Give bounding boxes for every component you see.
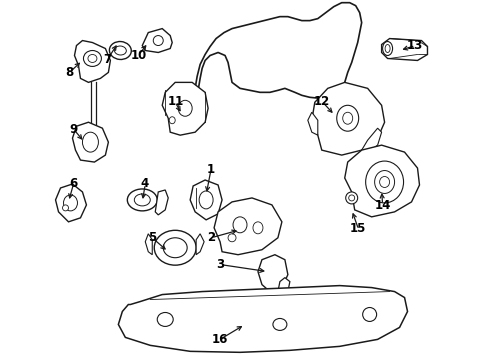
Text: 5: 5 xyxy=(148,231,156,244)
Text: 7: 7 xyxy=(103,53,111,66)
Ellipse shape xyxy=(154,230,196,265)
Ellipse shape xyxy=(109,41,131,59)
Polygon shape xyxy=(382,39,427,60)
Polygon shape xyxy=(278,278,290,294)
Text: 12: 12 xyxy=(314,95,330,108)
Ellipse shape xyxy=(253,222,263,234)
Text: 11: 11 xyxy=(168,95,184,108)
Polygon shape xyxy=(214,198,282,255)
Ellipse shape xyxy=(337,105,359,131)
Polygon shape xyxy=(142,28,172,53)
Polygon shape xyxy=(119,285,408,352)
Polygon shape xyxy=(145,234,152,255)
Ellipse shape xyxy=(83,50,101,67)
Ellipse shape xyxy=(199,191,213,209)
Text: 9: 9 xyxy=(70,123,78,136)
Text: 8: 8 xyxy=(65,66,73,79)
Ellipse shape xyxy=(153,36,163,45)
Ellipse shape xyxy=(163,238,187,258)
Ellipse shape xyxy=(383,41,392,55)
Ellipse shape xyxy=(88,54,97,62)
Text: 6: 6 xyxy=(69,177,77,190)
Text: 16: 16 xyxy=(211,333,228,346)
Polygon shape xyxy=(308,112,318,135)
Polygon shape xyxy=(190,180,222,220)
Polygon shape xyxy=(162,82,208,135)
Ellipse shape xyxy=(363,307,377,321)
Ellipse shape xyxy=(114,46,126,55)
Ellipse shape xyxy=(375,171,394,193)
Text: 15: 15 xyxy=(350,222,367,235)
Ellipse shape xyxy=(63,205,69,211)
Ellipse shape xyxy=(346,192,358,204)
Polygon shape xyxy=(312,82,385,155)
Text: 4: 4 xyxy=(141,177,149,190)
Text: 10: 10 xyxy=(130,49,147,62)
Ellipse shape xyxy=(380,176,390,188)
Ellipse shape xyxy=(343,112,353,124)
Text: 3: 3 xyxy=(217,258,224,271)
Ellipse shape xyxy=(127,189,157,211)
Ellipse shape xyxy=(385,45,390,53)
Polygon shape xyxy=(155,190,168,215)
Polygon shape xyxy=(74,41,110,82)
Text: 2: 2 xyxy=(207,231,215,244)
Polygon shape xyxy=(73,122,108,162)
Text: 14: 14 xyxy=(374,199,391,212)
Ellipse shape xyxy=(233,217,247,233)
Ellipse shape xyxy=(134,194,150,206)
Ellipse shape xyxy=(169,117,175,124)
Ellipse shape xyxy=(64,195,77,211)
Ellipse shape xyxy=(157,312,173,327)
Ellipse shape xyxy=(366,161,404,203)
Ellipse shape xyxy=(178,100,192,116)
Ellipse shape xyxy=(82,132,98,152)
Polygon shape xyxy=(196,234,204,255)
Polygon shape xyxy=(258,255,288,292)
Ellipse shape xyxy=(349,195,355,201)
Polygon shape xyxy=(362,128,382,152)
Text: 1: 1 xyxy=(207,163,215,176)
Ellipse shape xyxy=(273,319,287,330)
Ellipse shape xyxy=(228,234,236,242)
Polygon shape xyxy=(345,145,419,217)
Polygon shape xyxy=(55,184,86,222)
Text: 13: 13 xyxy=(407,39,423,52)
